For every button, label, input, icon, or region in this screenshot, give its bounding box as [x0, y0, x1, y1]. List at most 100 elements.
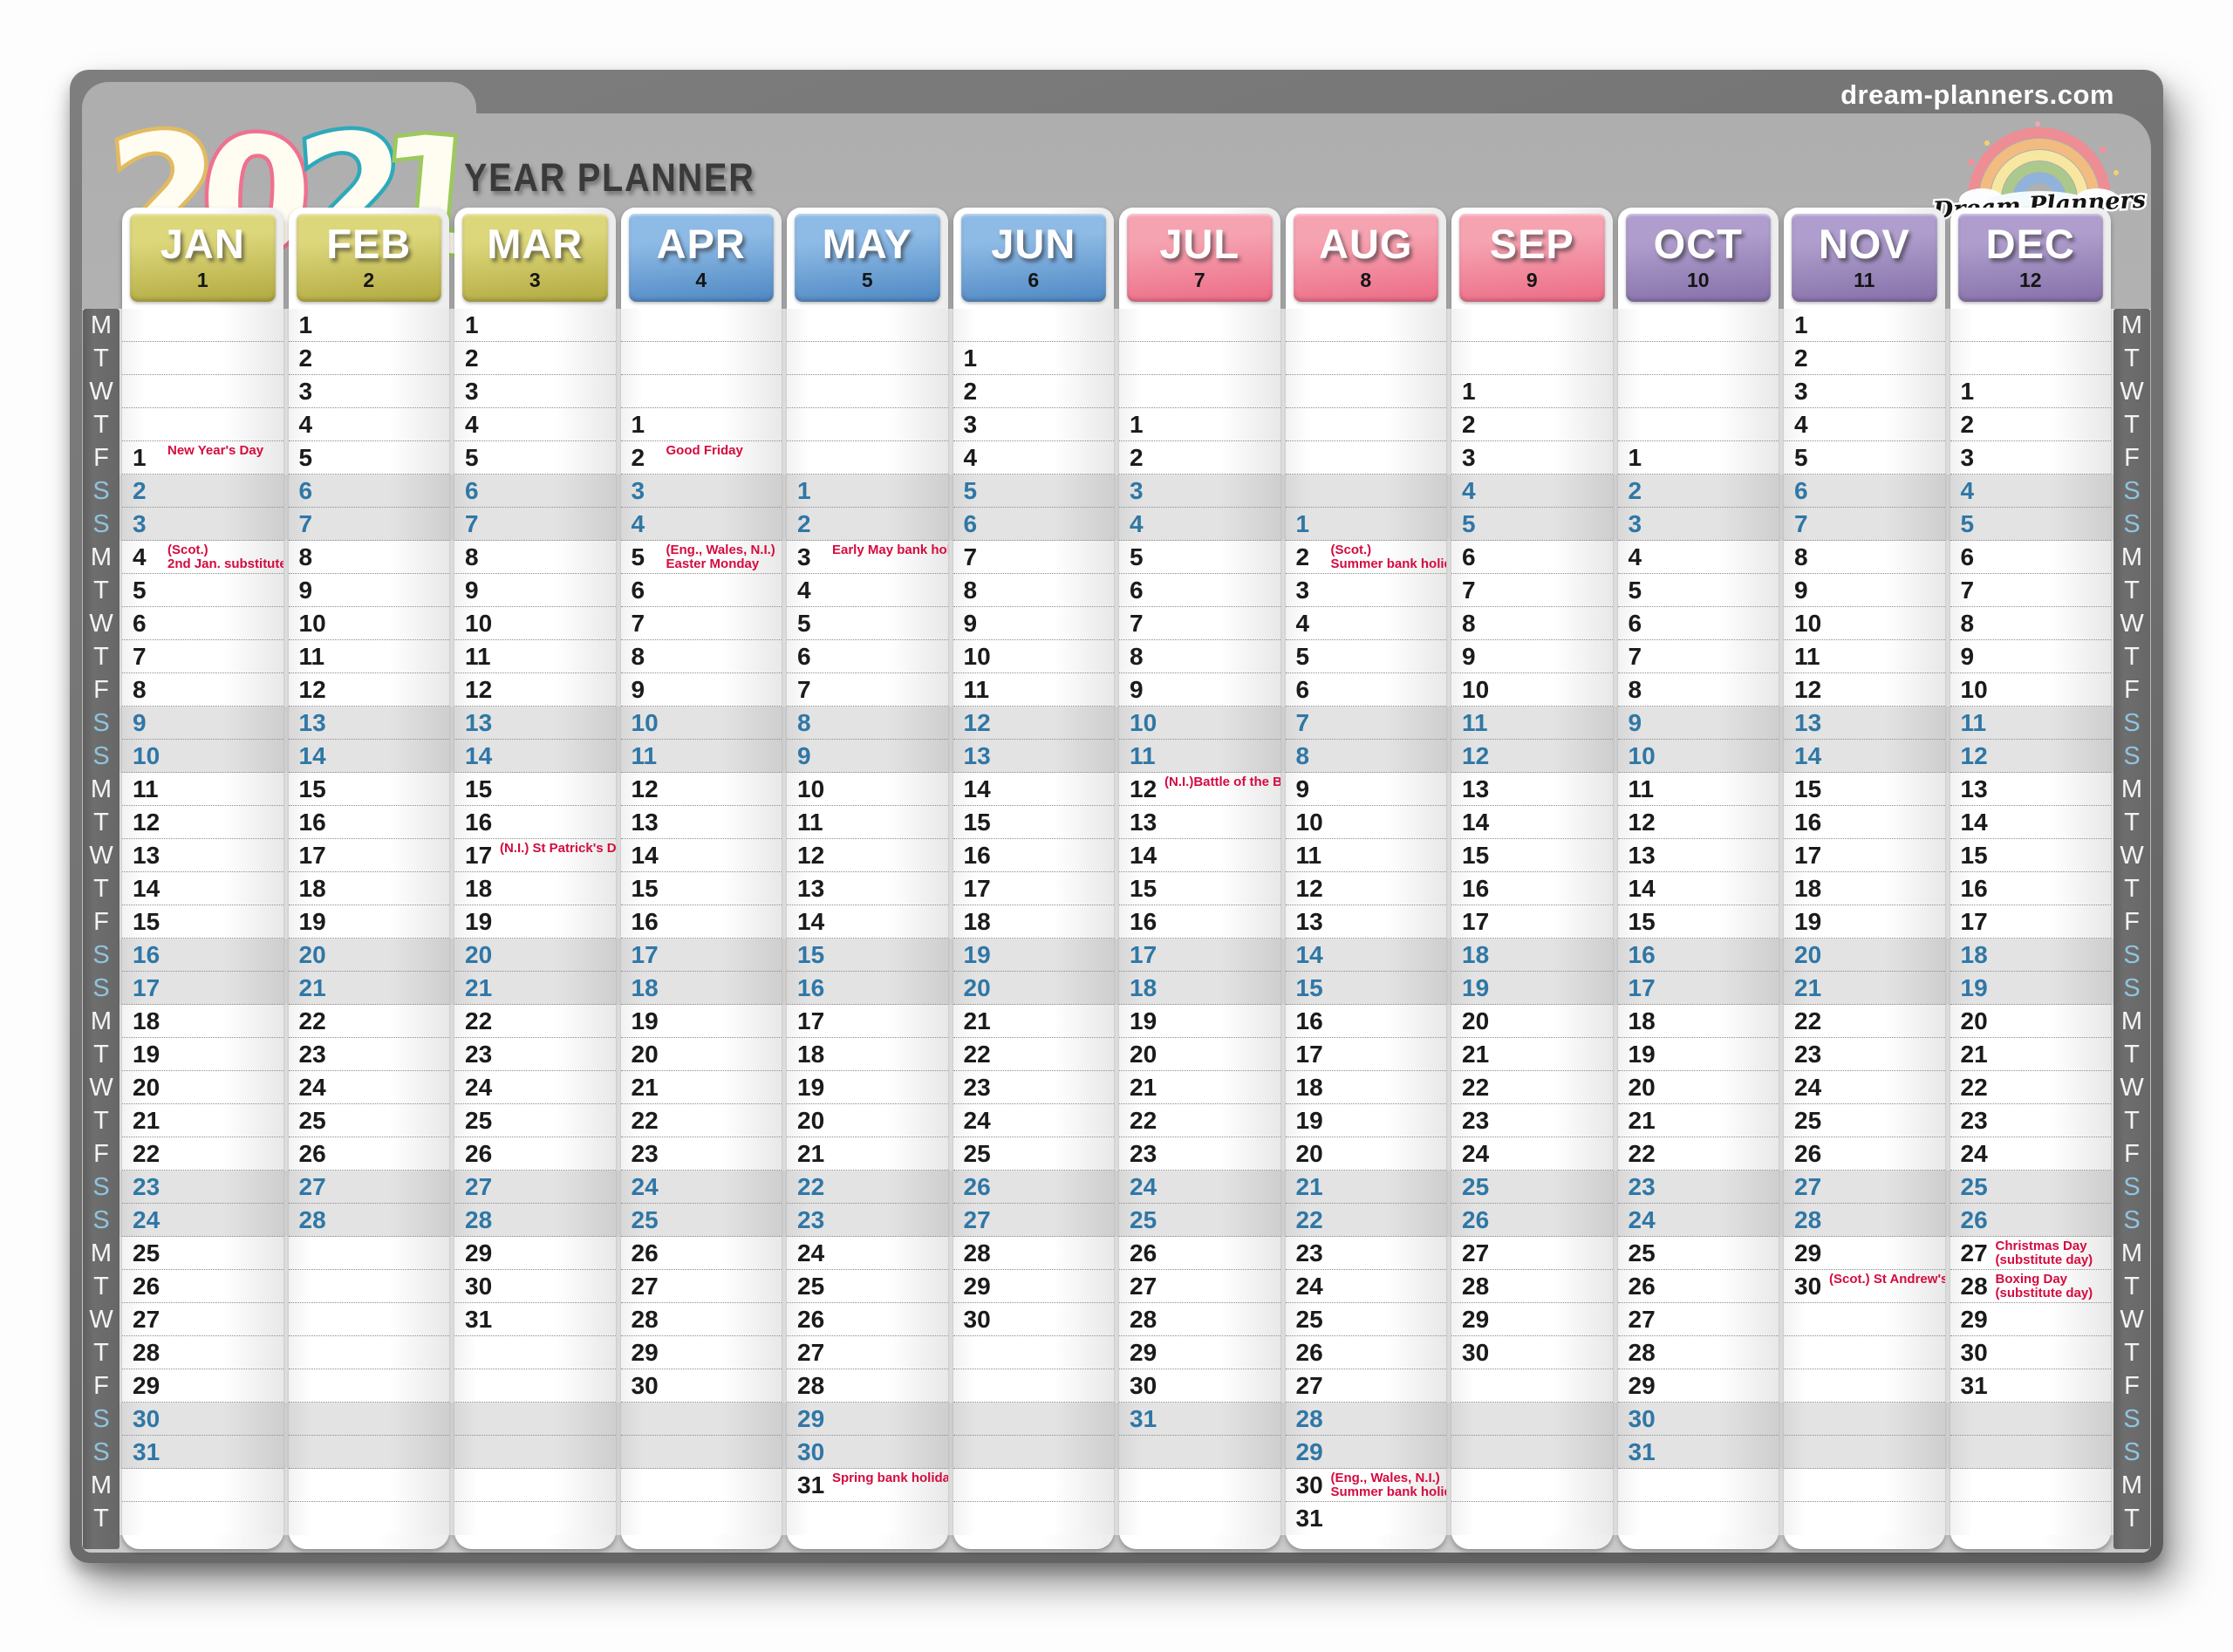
- weekday-letter: M: [90, 1239, 113, 1267]
- day-cell: 2: [953, 375, 1114, 408]
- day-number: 13: [1462, 775, 1490, 802]
- weekday-letter: T: [2124, 1107, 2140, 1135]
- day-cell: 25: [620, 1204, 782, 1237]
- day-number: 7: [465, 510, 479, 537]
- day-cell: 25: [1119, 1204, 1280, 1237]
- day-number: 30: [963, 1306, 991, 1333]
- day-cell: [953, 309, 1114, 342]
- day-cell: [1950, 1436, 2111, 1469]
- day-number: 4: [631, 510, 645, 537]
- day-cell: 4: [1617, 541, 1779, 574]
- day-cell: 29: [1950, 1303, 2111, 1336]
- day-number: 1: [1462, 378, 1476, 405]
- day-cell: 20: [122, 1071, 283, 1104]
- day-number: 2: [1295, 543, 1310, 570]
- day-cell: 8: [1617, 673, 1779, 707]
- day-cell: 1: [1451, 375, 1613, 408]
- month-number: 2: [363, 269, 375, 291]
- day-cell: 22: [1950, 1071, 2111, 1104]
- weekday-letter: T: [2124, 1339, 2140, 1367]
- day-cell: 14: [953, 773, 1114, 806]
- planner-board: dream-planners.com 2 0 2 1 YEAR PLANNER: [70, 70, 2163, 1563]
- day-cell: 7: [1617, 640, 1779, 673]
- day-number: 2: [797, 510, 811, 537]
- day-cell: 23: [1617, 1171, 1779, 1204]
- day-number: 22: [963, 1041, 991, 1068]
- weekday-letter: F: [2124, 908, 2140, 936]
- day-cell: [787, 441, 948, 474]
- day-number: 2: [133, 477, 147, 504]
- day-cell: [454, 1436, 616, 1469]
- month-name: JUL: [1159, 221, 1240, 267]
- month-cells: 1 2 3 4 5 6 7 8 9 10 11 12 13 14 15 16 17 18 19 20 21 22 23 24 2…: [1617, 309, 1779, 1535]
- day-cell: 21: [620, 1071, 782, 1104]
- day-cell: 9: [1119, 673, 1280, 707]
- day-number: 28: [1462, 1273, 1490, 1300]
- month-name: OCT: [1653, 221, 1743, 267]
- day-cell: 6: [1784, 474, 1945, 508]
- day-number: 24: [1295, 1273, 1323, 1300]
- day-cell: 3: [1285, 574, 1446, 607]
- day-cell: [1950, 1469, 2111, 1502]
- day-number: 12: [1794, 676, 1822, 703]
- day-cell: 24: [454, 1071, 616, 1104]
- day-cell: 21: [1617, 1104, 1779, 1137]
- day-cell: 7: [953, 541, 1114, 574]
- day-cell: 5: [1119, 541, 1280, 574]
- day-number: 8: [1794, 543, 1808, 570]
- day-cell: [953, 1502, 1115, 1534]
- day-cell: 11: [288, 640, 449, 673]
- day-number: 28: [1794, 1206, 1822, 1233]
- day-number: 5: [1628, 577, 1642, 604]
- day-cell: 19: [953, 939, 1114, 972]
- weekday-letter: T: [93, 345, 109, 372]
- day-cell: 14: [1285, 939, 1446, 972]
- day-cell: 13: [1784, 707, 1945, 740]
- day-number: 4: [133, 543, 147, 570]
- day-number: 7: [1130, 610, 1144, 637]
- day-cell: [620, 342, 782, 375]
- day-cell: 23: [1119, 1137, 1280, 1171]
- day-cell: 25: [1950, 1171, 2111, 1204]
- day-cell: 12: [620, 773, 782, 806]
- day-cell: [787, 1502, 948, 1534]
- day-number: 22: [133, 1140, 160, 1167]
- month-column-feb: FEB 2 1 2 3 4 5 6 7 8 9 10 11 12 13 14 15 16 17 18 19 20 21 22 2…: [288, 208, 449, 1549]
- day-number: 30: [133, 1405, 160, 1432]
- day-number: 22: [1462, 1074, 1490, 1101]
- day-number: 8: [298, 543, 313, 570]
- day-cell: 8: [1285, 740, 1446, 773]
- day-number: 9: [797, 742, 811, 769]
- weekday-letter: T: [2124, 809, 2140, 836]
- day-cell: 27: [1784, 1171, 1945, 1204]
- weekday-letter: S: [92, 1405, 110, 1433]
- day-number: 29: [1295, 1438, 1323, 1465]
- day-number: 20: [1130, 1041, 1157, 1068]
- day-cell: 1 New Year's Day: [122, 441, 283, 474]
- day-number: 21: [298, 974, 326, 1001]
- day-cell: 6: [1119, 574, 1280, 607]
- day-number: 3: [1295, 577, 1310, 604]
- day-cell: 30: [1950, 1336, 2111, 1369]
- day-number: 7: [1628, 643, 1642, 670]
- day-cell: 30 (Scot.) St Andrew's Day: [1784, 1270, 1945, 1303]
- day-number: 11: [1960, 709, 1987, 736]
- day-number: 12: [963, 709, 991, 736]
- month-name: DEC: [1985, 221, 2075, 267]
- day-number: 11: [797, 809, 823, 836]
- day-cell: 25: [288, 1104, 449, 1137]
- month-name: MAR: [487, 221, 584, 267]
- day-cell: [1285, 309, 1446, 342]
- day-number: 11: [298, 643, 325, 670]
- day-cell: 7: [1950, 574, 2111, 607]
- day-cell: 11: [1950, 707, 2111, 740]
- day-number: 14: [963, 775, 991, 802]
- weekday-letter: F: [2124, 1372, 2140, 1400]
- day-number: 24: [1130, 1173, 1157, 1200]
- day-number: 7: [1295, 709, 1310, 736]
- day-cell: 8: [620, 640, 782, 673]
- day-number: 8: [1462, 610, 1476, 637]
- day-cell: 24: [1617, 1204, 1779, 1237]
- day-cell: 29: [454, 1237, 616, 1270]
